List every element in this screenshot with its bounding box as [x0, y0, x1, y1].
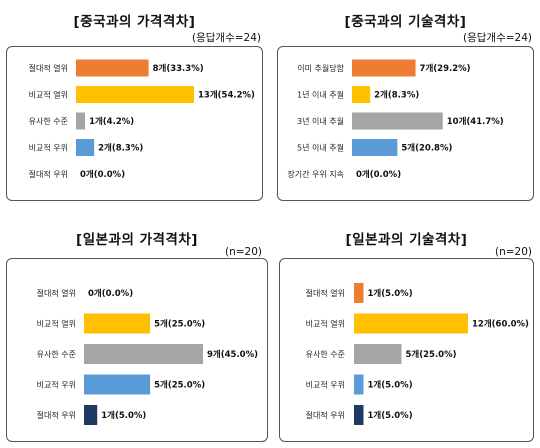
bar	[354, 374, 364, 395]
data-label: 0개(0.0%)	[356, 169, 401, 180]
chart-panel-japan-tech: [일본과의 기술격차] (n=20) 절대적 열위 1개(5.0%) 비교적 열위 1…	[279, 222, 534, 442]
data-label: 7개(29.2%)	[420, 63, 471, 74]
category-label: 1년 이내 추월	[297, 90, 344, 100]
bar	[352, 139, 398, 156]
bar	[354, 313, 468, 334]
chart-title: [일본과의 기술격차]	[345, 232, 468, 248]
category-label: 비교적 우위	[306, 380, 345, 390]
bar	[76, 86, 194, 103]
category-label: 비교적 우위	[29, 143, 68, 153]
bar-chart: 이미 추월당함 7개(29.2%) 1년 이내 추월 2개(8.3%) 3년 이내 추월…	[287, 59, 504, 180]
data-label: 0개(0.0%)	[88, 288, 133, 299]
chart-plot-box	[279, 258, 534, 442]
chart-panel-japan-price: [일본과의 가격격차] (n=20) 절대적 열위 0개(0.0%) 비교적 열위 5…	[6, 222, 268, 442]
data-label: 1개(5.0%)	[101, 410, 146, 421]
data-label: 1개(5.0%)	[368, 288, 413, 299]
category-label: 절대적 열위	[29, 63, 68, 73]
category-label: 비교적 열위	[306, 319, 345, 329]
bar	[84, 405, 98, 425]
chart-title: [중국과의 기술격차]	[344, 14, 467, 30]
category-label: 절대적 우위	[29, 169, 68, 179]
category-label: 비교적 우위	[37, 380, 76, 390]
category-label: 장기간 우위 지속	[287, 169, 344, 179]
category-label: 유사한 수준	[306, 350, 345, 359]
data-label: 5개(20.8%)	[401, 143, 452, 154]
data-label: 5개(25.0%)	[154, 380, 205, 391]
chart-panel-china-tech: [중국과의 기술격차] (응답개수=24) 이미 추월당함 7개(29.2%) 1년…	[277, 6, 534, 201]
category-label: 절대적 우위	[37, 410, 76, 420]
category-label: 5년 이내 추월	[297, 143, 344, 153]
data-label: 8개(33.3%)	[153, 63, 204, 74]
category-label: 이미 추월당함	[297, 63, 344, 73]
bar	[354, 283, 364, 303]
data-label: 2개(8.3%)	[374, 90, 419, 101]
bar	[354, 344, 402, 364]
chart-panel-china-price: [중국과의 가격격차] (응답개수=24) 절대적 열위 8개(33.3%) 비교적…	[6, 6, 263, 201]
bar	[352, 86, 371, 103]
chart-title: [중국과의 가격격차]	[73, 14, 196, 30]
data-label: 13개(54.2%)	[198, 90, 255, 101]
data-label: 0개(0.0%)	[80, 169, 125, 180]
category-label: 비교적 열위	[29, 90, 68, 100]
bar	[76, 112, 86, 130]
category-label: 절대적 열위	[37, 288, 76, 298]
bar-chart: 절대적 열위 8개(33.3%) 비교적 열위 13개(54.2%) 유사한 수준 1개(…	[29, 59, 255, 180]
data-label: 1개(5.0%)	[368, 410, 413, 421]
bar	[76, 139, 95, 156]
data-label: 5개(25.0%)	[406, 349, 457, 360]
chart-note: (응답개수=24)	[192, 32, 261, 44]
bar	[84, 374, 151, 395]
bar	[76, 59, 149, 77]
data-label: 5개(25.0%)	[154, 319, 205, 330]
category-label: 절대적 열위	[306, 288, 345, 298]
data-label: 1개(4.2%)	[89, 116, 134, 127]
data-label: 2개(8.3%)	[98, 143, 143, 154]
data-label: 1개(5.0%)	[368, 380, 413, 391]
bar	[84, 344, 203, 364]
bar	[352, 59, 416, 77]
data-label: 9개(45.0%)	[207, 349, 258, 360]
chart-title: [일본과의 가격격차]	[76, 232, 198, 248]
chart-note: (n=20)	[224, 246, 262, 258]
category-label: 비교적 열위	[37, 319, 76, 329]
bar-chart: 절대적 열위 1개(5.0%) 비교적 열위 12개(60.0%) 유사한 수준 5개(2…	[306, 283, 529, 425]
bar	[84, 313, 151, 334]
category-label: 3년 이내 추월	[297, 116, 344, 126]
bar	[354, 405, 364, 425]
bar-chart: 절대적 열위 0개(0.0%) 비교적 열위 5개(25.0%) 유사한 수준 9개(45…	[37, 288, 258, 425]
data-label: 12개(60.0%)	[472, 319, 529, 330]
category-label: 유사한 수준	[29, 117, 68, 126]
bar	[352, 112, 443, 130]
chart-note: (n=20)	[494, 246, 532, 258]
chart-note: (응답개수=24)	[463, 32, 532, 44]
category-label: 절대적 우위	[306, 410, 345, 420]
category-label: 유사한 수준	[37, 350, 76, 359]
data-label: 10개(41.7%)	[447, 116, 504, 127]
